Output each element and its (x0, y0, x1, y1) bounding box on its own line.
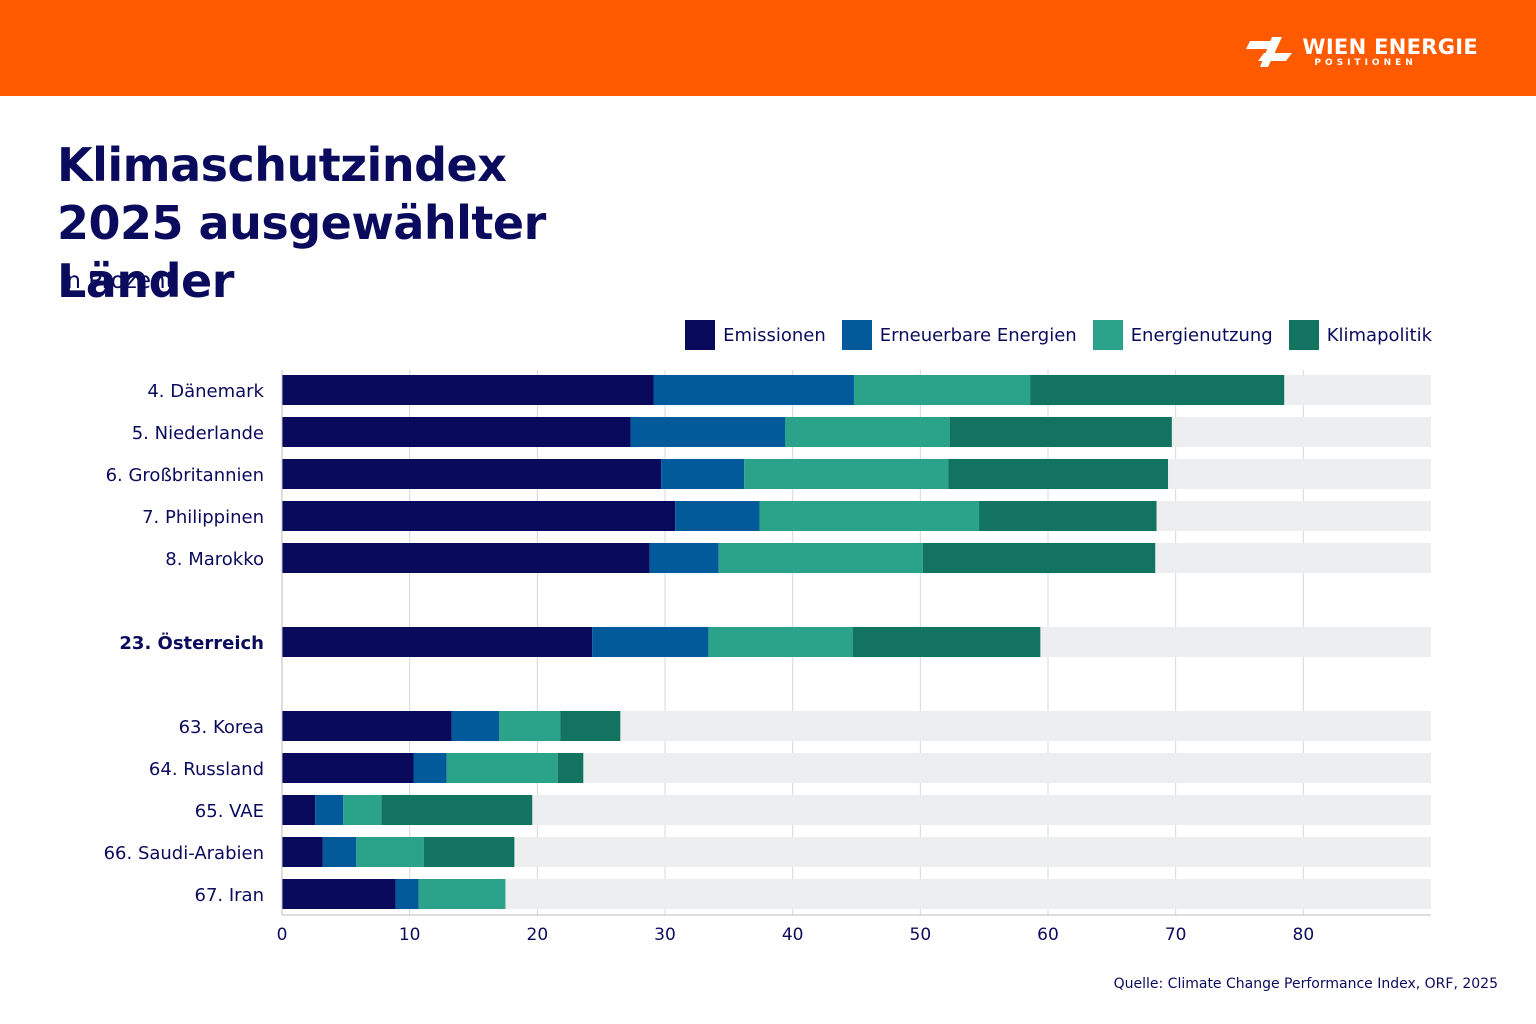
legend-item: Klimapolitik (1288, 320, 1432, 350)
bar-segment (395, 879, 419, 909)
bar-segment (852, 627, 1041, 657)
bar-segment (322, 837, 357, 867)
category-label: 63. Korea (179, 717, 264, 738)
brand-name: WIEN ENERGIE (1302, 34, 1478, 59)
bar-segment (979, 501, 1157, 531)
bar-segment (557, 753, 584, 783)
legend-item: Erneuerbare Energien (841, 320, 1077, 350)
bar-segment (759, 501, 980, 531)
bar-segment (451, 711, 500, 741)
legend-swatch (841, 320, 872, 350)
x-tick-label: 40 (782, 925, 804, 945)
bar-segment (675, 501, 760, 531)
category-label: 65. VAE (195, 801, 264, 822)
bar-segment (423, 837, 515, 867)
category-label: 4. Dänemark (147, 381, 264, 402)
header-bar: WIEN ENERGIE POSITIONEN (0, 0, 1536, 96)
bar-segment (282, 795, 316, 825)
legend-swatch (685, 320, 716, 350)
bar-segment (282, 879, 396, 909)
legend-swatch (1288, 320, 1319, 350)
bar-segment (718, 543, 923, 573)
bar-segment (560, 711, 621, 741)
bar-segment (282, 459, 662, 489)
category-label: 6. Großbritannien (106, 465, 264, 486)
legend-label: Emissionen (723, 324, 826, 346)
bar-segment (661, 459, 745, 489)
bar-segment (649, 543, 719, 573)
bar-segment (653, 375, 854, 405)
x-tick-label: 30 (654, 925, 676, 945)
category-label: 23. Österreich (119, 632, 264, 654)
bar-segment (381, 795, 533, 825)
x-tick-label: 60 (1037, 925, 1059, 945)
wien-energie-logo-icon (1246, 37, 1293, 67)
x-tick-label: 70 (1165, 925, 1187, 945)
bar-segment (708, 627, 853, 657)
bar-segment (282, 417, 631, 447)
bar-segment (282, 753, 414, 783)
bar-segment (418, 879, 506, 909)
bar-segment (315, 795, 344, 825)
bar-segment (499, 711, 561, 741)
bar-segment (413, 753, 447, 783)
bar-segment (592, 627, 709, 657)
bar-segment (948, 459, 1169, 489)
bar-segment (630, 417, 786, 447)
stacked-bar-chart: 4. Dänemark 5. Niederlande 6. Großbritanni… (104, 370, 1431, 945)
bar-segment (785, 417, 950, 447)
chart-legend: Emissionen Erneuerbare Energien Energienut… (685, 320, 1432, 350)
category-label: 7. Philippinen (142, 507, 264, 528)
x-tick-label: 50 (910, 925, 932, 945)
bar-segment (282, 375, 654, 405)
bar-segment (1030, 375, 1285, 405)
category-label: 67. Iran (195, 885, 265, 906)
bar-segment (356, 837, 424, 867)
bar-segment (853, 375, 1031, 405)
brand: WIEN ENERGIE POSITIONEN (1246, 32, 1478, 72)
source-note: Quelle: Climate Change Performance Index… (1113, 976, 1498, 992)
bar-segment (282, 501, 676, 531)
x-tick-label: 80 (1293, 925, 1315, 945)
legend-item: Energienutzung (1092, 320, 1273, 350)
legend-item: Emissionen (685, 320, 826, 350)
chart-title: Klimaschutzindex 2025 ausgewählter Lände… (57, 136, 627, 310)
category-label: 8. Marokko (165, 549, 264, 570)
brand-subtitle: POSITIONEN (1314, 57, 1417, 68)
x-tick-label: 20 (527, 925, 549, 945)
chart-subtitle: in Prozent (60, 268, 175, 294)
category-label: 66. Saudi-Arabien (104, 843, 264, 864)
legend-label: Erneuerbare Energien (879, 324, 1077, 346)
legend-label: Klimapolitik (1326, 324, 1432, 346)
x-tick-label: 0 (277, 925, 288, 945)
bar-segment (949, 417, 1172, 447)
bar-segment (922, 543, 1156, 573)
x-tick-label: 10 (399, 925, 421, 945)
category-label: 5. Niederlande (132, 423, 264, 444)
chart-title-text: Klimaschutzindex 2025 ausgewählter Lände… (57, 138, 546, 308)
bar-segment (343, 795, 382, 825)
bar-segment (446, 753, 558, 783)
bar-segment (744, 459, 949, 489)
bar-segment (282, 627, 593, 657)
bar-segment (282, 543, 650, 573)
legend-swatch (1092, 320, 1123, 350)
category-label: 64. Russland (149, 759, 264, 780)
legend-label: Energienutzung (1130, 324, 1273, 346)
bar-segment (282, 711, 452, 741)
bar-segment (282, 837, 323, 867)
